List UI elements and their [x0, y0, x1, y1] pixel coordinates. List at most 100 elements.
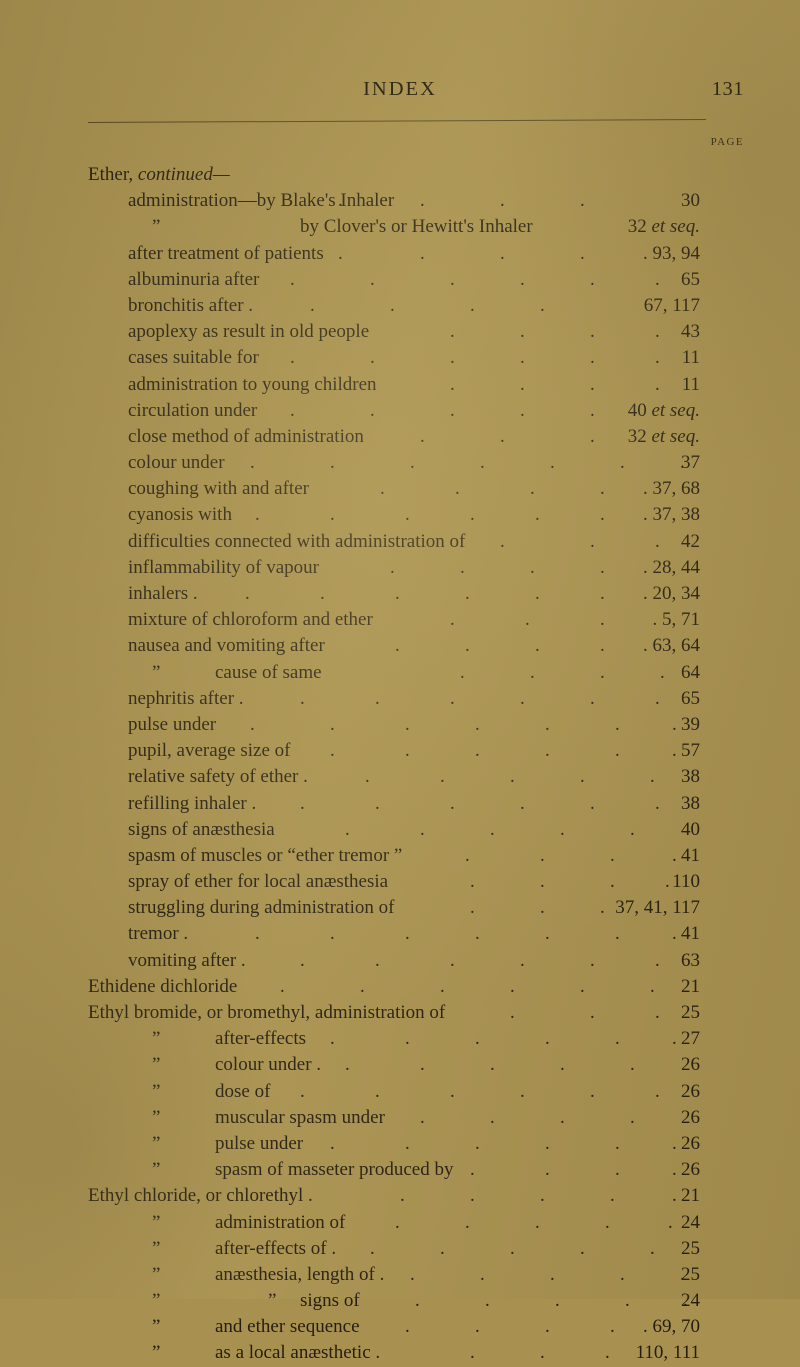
entry-page-number: . 93, 94	[643, 242, 700, 264]
ditto-mark: ”	[152, 1316, 161, 1338]
index-page: INDEX 131 PAGE Ether, continued— administ…	[0, 78, 800, 1363]
entry-label: vomiting after .	[128, 949, 246, 971]
leader-dots: ......	[300, 792, 660, 814]
ditto-mark: ”	[152, 1159, 161, 1181]
entry-page-number: . 69, 70	[643, 1316, 700, 1338]
index-entry: ” muscular spasm under.... 26	[0, 1105, 800, 1131]
entry-page-number: 40	[681, 818, 700, 840]
leader-dots: .....	[395, 1211, 673, 1233]
entry-page-number: . 5, 71	[652, 609, 701, 631]
index-entry: tremor ........ 41	[0, 921, 800, 947]
entry-page-number: 41	[681, 844, 700, 866]
entry-page-number: 38	[681, 792, 700, 814]
entry-label: after-effects of .	[215, 1237, 337, 1259]
entry-page-number: 11	[681, 373, 700, 395]
entry-label: signs of	[300, 1290, 360, 1312]
index-entry: ” as a local anæsthetic .... 110, 111	[0, 1340, 800, 1366]
entry-page-number: 25	[681, 1263, 700, 1285]
leader-dots: ......	[330, 740, 677, 762]
entry-page-number: 57	[681, 740, 700, 762]
et-seq-marker: et seq.	[651, 399, 700, 421]
entry-label: signs of anæsthesia	[128, 818, 275, 840]
index-entry: albuminuria after...... 65	[0, 267, 800, 293]
entry-page-number: 37	[681, 452, 700, 474]
index-entry: ” dose of...... 26	[0, 1079, 800, 1105]
entry-label: pupil, average size of	[128, 740, 291, 762]
entry-label: difficulties connected with administrati…	[128, 530, 466, 552]
running-head: INDEX 131	[0, 78, 800, 104]
index-entry: ” anæsthesia, length of ...... 25	[0, 1262, 800, 1288]
ditto-mark: ”	[152, 1054, 161, 1076]
entry-page-number: . 37, 38	[643, 504, 700, 526]
leader-dots: .......	[250, 713, 677, 735]
entry-label: bronchitis after .	[128, 294, 254, 316]
entry-page-number: 110, 111	[635, 1342, 700, 1364]
entry-page-number: 32 et seq.	[627, 425, 700, 447]
entry-page-number: 26	[681, 1106, 700, 1128]
index-entry: Ethyl bromide, or bromethyl, administrat…	[0, 1000, 800, 1026]
index-entry: refilling inhaler ....... 38	[0, 791, 800, 817]
ditto-mark: ”	[152, 1263, 161, 1285]
index-entry: spray of ether for local anæsthesia.... 1…	[0, 869, 800, 895]
entry-label: apoplexy as result in old people	[128, 321, 370, 343]
entry-page-number: 26	[681, 1132, 700, 1154]
entry-label: inflammability of vapour	[128, 556, 320, 578]
ditto-mark: ”	[152, 1106, 161, 1128]
entry-label: as a local anæsthetic .	[215, 1342, 381, 1364]
entry-page-number: 37, 41, 117	[615, 897, 700, 919]
entry-page-number: 21	[681, 975, 700, 997]
leader-dots: ......	[300, 687, 660, 709]
entry-page-number: 64	[681, 661, 700, 683]
leader-dots: .....	[415, 1290, 688, 1312]
entry-label: spasm of muscles or “ether tremor ”	[128, 844, 403, 866]
ditto-mark: ”	[152, 1028, 161, 1050]
entry-label: administration to young children	[128, 373, 377, 395]
index-entry: apoplexy as result in old people.... 43	[0, 319, 800, 345]
leader-dots: .....	[345, 818, 635, 840]
entry-page-number: 32 et seq.	[627, 216, 700, 238]
index-entry: ” by Clover's or Hewitt's Inhaler. 32 et s…	[0, 214, 800, 240]
index-entry: after treatment of patients..... 93, 94	[0, 241, 800, 267]
ditto-mark: ”	[152, 1237, 161, 1259]
leader-dots: .......	[255, 923, 677, 945]
entry-page-number: 67, 117	[643, 294, 700, 316]
leader-dots: ....	[460, 661, 665, 683]
entry-page-number: 41	[681, 923, 700, 945]
entry-label: spasm of masseter produced by	[215, 1159, 454, 1181]
entry-label: colour under .	[215, 1054, 322, 1076]
page-column-label: PAGE	[710, 136, 744, 148]
leader-dots: .......	[250, 452, 685, 474]
entry-page-number: 25	[681, 1237, 700, 1259]
ditto-mark: ”	[152, 1132, 161, 1154]
index-entry: spasm of muscles or “ether tremor ”.... 4…	[0, 843, 800, 869]
index-entry: ” and ether sequence..... 69, 70	[0, 1314, 800, 1340]
leader-dots: ......	[330, 1028, 677, 1050]
entry-page-number: . 37, 68	[643, 478, 700, 500]
ditto-mark: ”	[152, 661, 161, 683]
entry-page-number: 110	[672, 871, 700, 893]
et-seq-marker: et seq.	[651, 425, 700, 447]
index-entry: inhalers ........ 20, 34	[0, 581, 800, 607]
header-rule	[87, 118, 706, 123]
leader-dots: .....	[370, 1237, 655, 1259]
index-entry: ” cause of same.... 64	[0, 660, 800, 686]
folio-number: 131	[711, 78, 744, 100]
index-entry: ” ” signs of..... 24	[0, 1288, 800, 1314]
entry-label-continued: continued—	[137, 164, 230, 185]
ditto-mark: ”	[152, 1080, 161, 1102]
index-entry: nephritis after ....... 65	[0, 686, 800, 712]
ditto-mark: ”	[152, 1290, 161, 1312]
ditto-mark: ”	[152, 216, 161, 238]
entry-label: cases suitable for	[128, 347, 259, 369]
ditto-mark: ”	[152, 1211, 161, 1233]
entry-label: cause of same	[215, 661, 322, 683]
entry-label: administration—by Blake's Inhaler	[128, 190, 395, 212]
entry-label: struggling during administration of	[128, 897, 395, 919]
entry-label: anæsthesia, length of .	[215, 1263, 385, 1285]
index-entry: circulation under..... 40 et seq.	[0, 398, 800, 424]
entry-label: cyanosis with	[128, 504, 232, 526]
entry-page-number: 38	[681, 766, 700, 788]
leader-dots: ....	[450, 321, 660, 343]
index-entry: pupil, average size of...... 57	[0, 738, 800, 764]
index-entry: vomiting after ....... 63	[0, 948, 800, 974]
